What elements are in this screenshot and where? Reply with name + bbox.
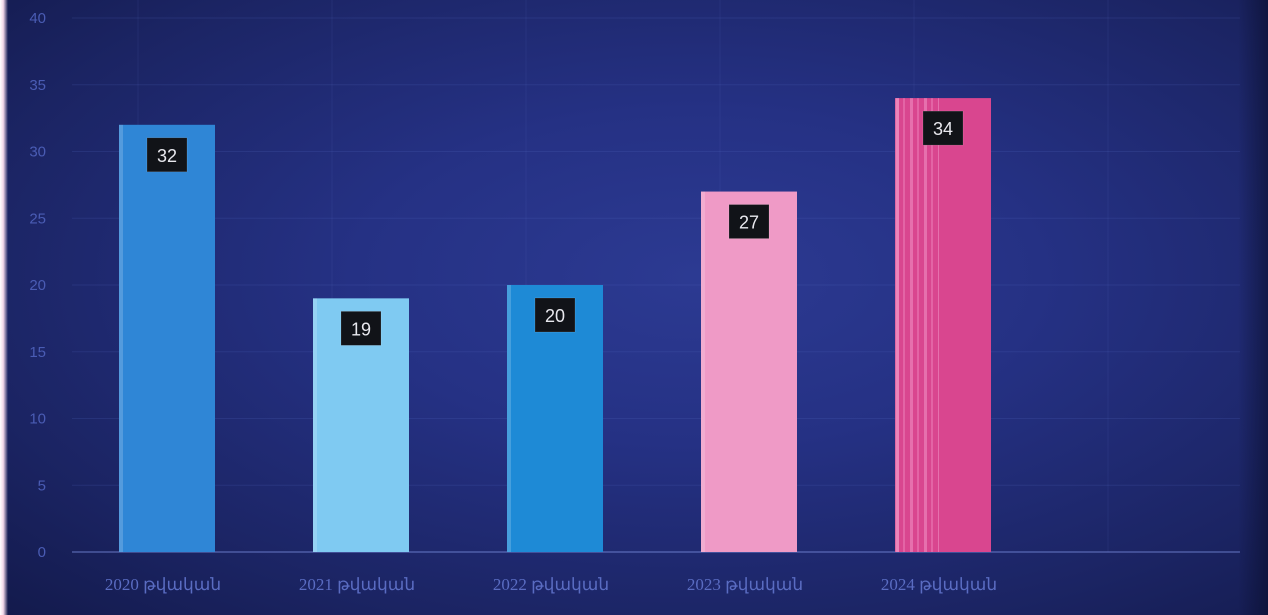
bar-series xyxy=(119,98,991,553)
y-tick-label: 10 xyxy=(29,411,46,428)
x-tick-label: 2021 թվական xyxy=(299,575,415,594)
data-label: 34 xyxy=(933,119,953,139)
bar-highlight xyxy=(701,191,705,553)
y-tick-label: 0 xyxy=(38,544,46,561)
data-label-box xyxy=(340,311,382,346)
data-label: 27 xyxy=(739,213,759,233)
y-tick-label: 15 xyxy=(29,344,46,361)
data-label-box xyxy=(728,204,770,239)
grid-layer xyxy=(72,0,1240,553)
bar-highlight xyxy=(119,124,123,553)
data-label-box xyxy=(146,137,188,173)
data-label: 20 xyxy=(545,306,565,326)
x-tick-label: 2024 թվական xyxy=(881,575,997,594)
left-edge-glow xyxy=(0,0,8,615)
y-tick-label: 35 xyxy=(29,77,46,94)
bar-2020 xyxy=(119,124,215,553)
bar-stripes xyxy=(895,98,939,552)
y-tick-label: 30 xyxy=(29,144,46,161)
data-labels: 32 19 20 27 34 xyxy=(146,110,964,346)
x-axis: 2020 թվական 2021 թվական 2022 թվական 2023 թվ… xyxy=(105,575,997,594)
bar-highlight xyxy=(313,298,317,552)
bar-2023 xyxy=(701,191,797,553)
x-tick-label: 2020 թվական xyxy=(105,575,221,594)
data-label-box xyxy=(534,297,576,333)
right-edge-shade xyxy=(1238,0,1268,615)
x-tick-label: 2023 թվական xyxy=(687,575,803,594)
data-label: 32 xyxy=(157,146,177,166)
y-axis: 0 5 10 15 20 25 30 35 40 xyxy=(29,10,46,561)
y-tick-label: 25 xyxy=(29,210,46,227)
y-tick-label: 5 xyxy=(38,477,46,494)
data-label-box xyxy=(922,110,964,146)
data-label: 19 xyxy=(351,319,371,339)
bar-highlight xyxy=(507,285,511,552)
y-tick-label: 20 xyxy=(29,277,46,294)
y-tick-label: 40 xyxy=(29,10,46,27)
x-tick-label: 2022 թվական xyxy=(493,575,609,594)
